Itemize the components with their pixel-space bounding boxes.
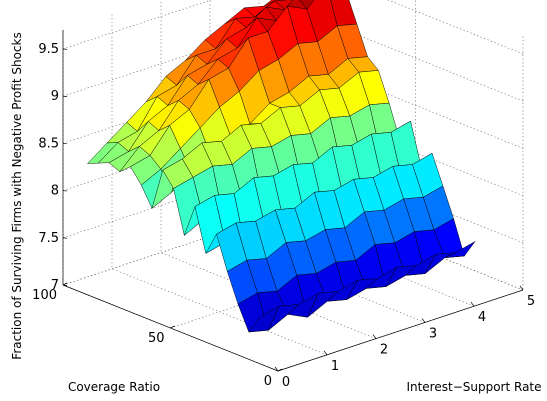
z-tick-mark bbox=[62, 95, 68, 97]
z-tick-mark bbox=[62, 142, 68, 145]
z-tick-label: 7.5 bbox=[38, 231, 59, 246]
x-tick-label: 5 bbox=[527, 294, 535, 309]
z-tick-mark bbox=[62, 48, 68, 50]
x-tick-label: 1 bbox=[331, 359, 339, 374]
z-tick-mark bbox=[62, 190, 68, 192]
z-tick-label: 7 bbox=[51, 278, 59, 293]
x-tick-label: 0 bbox=[282, 375, 290, 390]
axis-line bbox=[277, 289, 524, 372]
x-tick-mark bbox=[470, 301, 475, 307]
x-tick-label: 2 bbox=[380, 343, 388, 358]
x-tick-mark bbox=[323, 350, 328, 356]
x-tick-label: 4 bbox=[478, 310, 486, 325]
x-tick-label: 3 bbox=[429, 326, 437, 341]
z-tick-label: 9.5 bbox=[38, 42, 59, 57]
surface-face bbox=[299, 0, 315, 10]
z-tick-mark bbox=[62, 237, 68, 239]
z-tick-label: 8 bbox=[51, 184, 59, 199]
z-tick-mark bbox=[62, 284, 68, 286]
z-axis-label: Fraction of Surviving Firms with Negativ… bbox=[10, 32, 24, 359]
surface-face bbox=[265, 0, 294, 21]
y-tick-label: 50 bbox=[148, 331, 165, 346]
y-axis-label: Coverage Ratio bbox=[68, 380, 160, 394]
y-tick-mark bbox=[62, 282, 68, 286]
y-grid-line bbox=[62, 0, 309, 286]
z-grid-line bbox=[62, 156, 524, 244]
surface-face bbox=[444, 241, 476, 258]
surface-face bbox=[263, 0, 288, 7]
surface-face bbox=[274, 0, 294, 11]
x-axis-label: Interest−Support Rate bbox=[406, 380, 541, 394]
y-tick-mark bbox=[170, 325, 175, 329]
y-tick-label: 0 bbox=[264, 374, 272, 389]
z-tick-label: 9 bbox=[51, 89, 59, 104]
z-grid-line bbox=[62, 14, 524, 102]
y-tick-label: 100 bbox=[32, 288, 57, 303]
surface-plot bbox=[87, 0, 476, 333]
z-grid-line bbox=[62, 0, 524, 55]
y-tick-mark bbox=[277, 368, 283, 372]
z-tick-label: 8.5 bbox=[38, 136, 59, 151]
x-tick-mark bbox=[274, 366, 279, 372]
x-tick-mark bbox=[372, 334, 377, 339]
x-tick-mark bbox=[421, 318, 426, 323]
x-tick-mark bbox=[519, 285, 524, 291]
